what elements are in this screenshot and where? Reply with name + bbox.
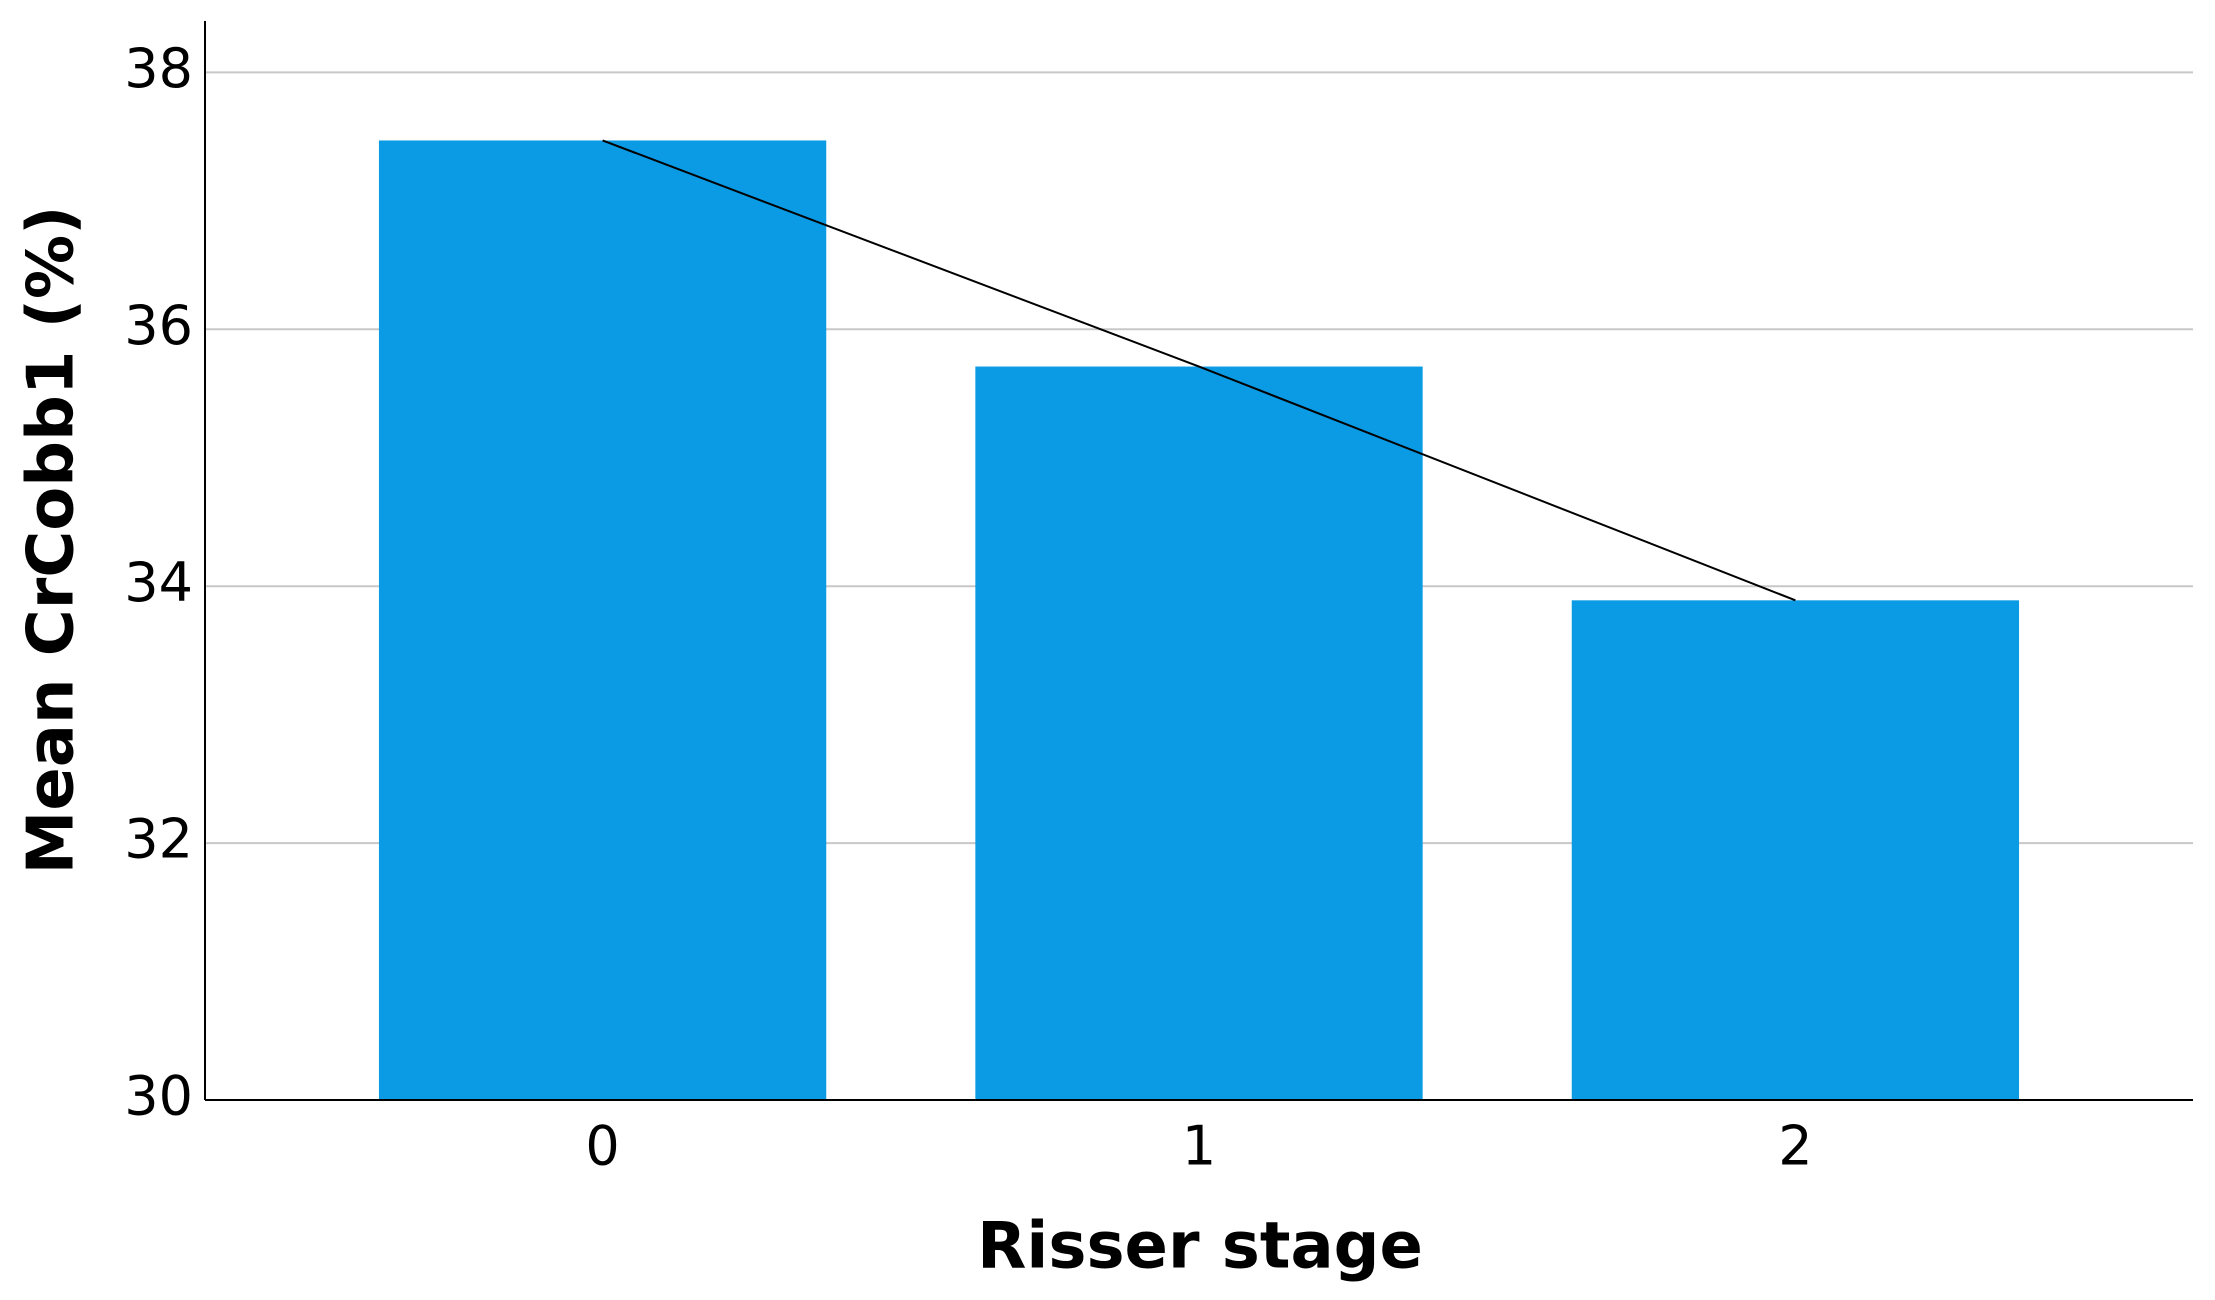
x-axis-label: Risser stage: [977, 1210, 1423, 1284]
bar: [378, 140, 827, 1101]
x-tick-label: 2: [1778, 1115, 1812, 1178]
x-tick-label: 0: [585, 1115, 619, 1178]
y-tick-label: 36: [124, 294, 193, 357]
y-tick-label: 32: [124, 808, 193, 871]
y-tick-label: 34: [124, 551, 193, 614]
y-tick-label: 30: [124, 1065, 193, 1128]
bar: [975, 366, 1423, 1101]
y-axis-label: Mean CrCobb1 (%): [15, 206, 89, 875]
bar: [1571, 600, 2020, 1100]
y-tick-label: 38: [124, 37, 193, 100]
connecting-line: [602, 139, 1796, 602]
x-tick-label: 1: [1182, 1115, 1216, 1178]
